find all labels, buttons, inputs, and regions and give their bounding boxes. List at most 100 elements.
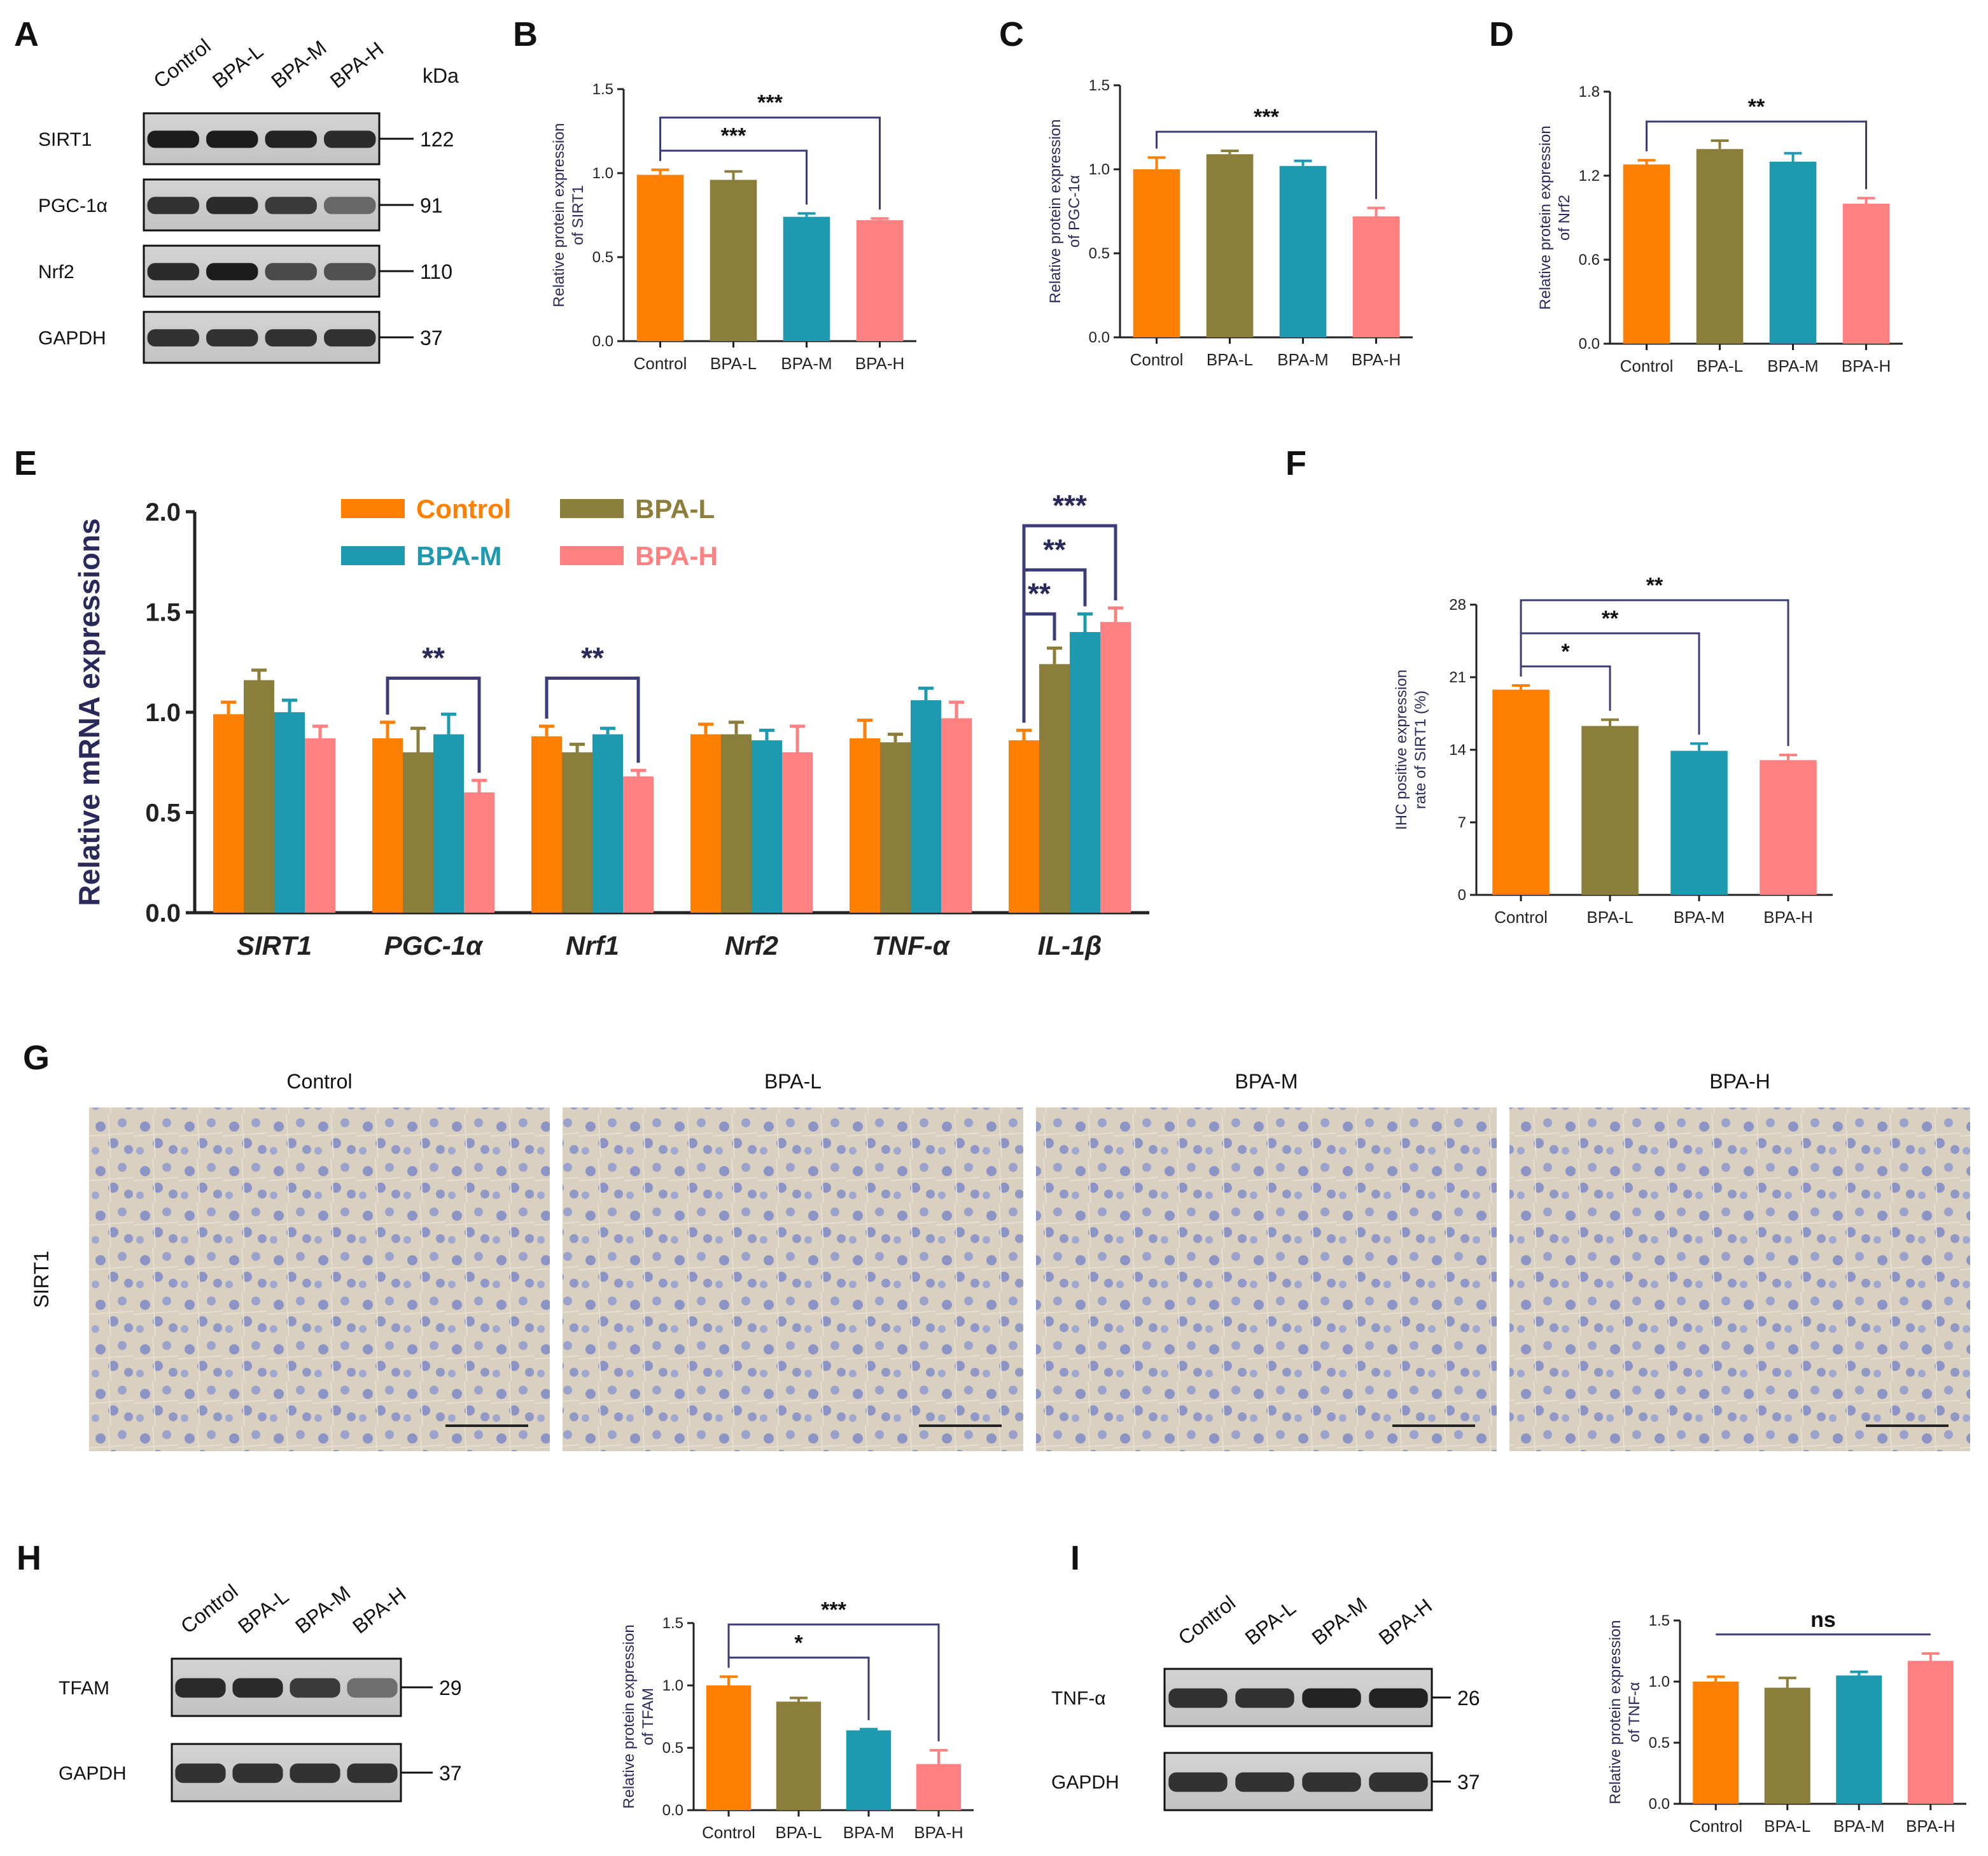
x-tick-label: BPA-H [914,1823,963,1842]
y-axis-label-line: IHC positive expression [1393,670,1410,830]
blot-band [324,329,376,347]
legend-swatch-control [341,499,405,518]
y-axis-label: Relative protein expression of TFAM [620,1624,657,1809]
blot-band [265,130,317,148]
significance-label: *** [1053,489,1087,522]
blot-band [232,1678,283,1698]
ihc-title: Control [286,1070,352,1093]
chart-d: 0.0 0.6 1.2 1.8 Control BPA-L BPA-M BPA-H Relati… [1537,83,1903,376]
band-label: TNF-α [1051,1688,1106,1709]
bar-bpa-h [1842,204,1890,344]
bar-bpa-l [1581,726,1639,895]
blot-band [147,329,199,347]
kda-value: 37 [1457,1771,1480,1794]
bar-bpa-l [1696,149,1744,344]
y-tick-label: 1.5 [662,1615,683,1632]
significance-label: *** [721,124,746,148]
bar-bpa-h [1100,622,1131,913]
significance-bracket [1022,524,1117,723]
panel-label-d: D [1489,15,1514,53]
y-axis-label: Relative protein expression of SIRT1 [550,123,587,307]
blot-band [147,263,199,281]
bar-control [1133,169,1180,337]
blot-band [1235,1772,1294,1792]
x-tick-label: Control [702,1823,755,1842]
kda-value: 29 [439,1677,462,1699]
significance-bracket [1520,599,1789,747]
significance-label: ** [1646,573,1663,598]
blot-band [347,1763,398,1783]
lane-label: BPA-L [234,1585,293,1638]
bar-control [531,736,562,913]
y-axis-label-line: Relative protein expression [1047,119,1064,304]
y-tick-label: 0.5 [592,249,613,266]
x-tick-label: BPA-M [1767,356,1818,376]
bar-bpa-l [880,742,911,913]
y-tick-label: 1.0 [145,699,181,727]
y-tick-label: 2.0 [145,498,181,526]
bar-bpa-h [623,776,654,913]
blot-band [290,1763,340,1783]
blot-band [206,329,258,347]
band-label: GAPDH [1051,1772,1119,1793]
significance-bracket [727,1623,940,1741]
lane-label: Control [1174,1591,1240,1650]
kda-value: 110 [420,260,452,283]
significance-label: * [1561,640,1570,664]
lane-label: BPA-H [1375,1594,1436,1649]
significance-label: ** [1602,607,1619,631]
y-tick-label: 0.0 [662,1802,683,1819]
significance-label: ** [422,641,445,674]
bar-bpa-l [710,179,757,341]
x-tick-label: BPA-H [855,354,905,373]
y-tick-label: 0.0 [1649,1796,1670,1813]
significance-label: ** [1748,95,1765,119]
bar-control [690,734,721,913]
y-tick-label: 0.5 [145,799,181,827]
x-tick-label: BPA-L [775,1823,822,1842]
lane-label: BPA-M [291,1581,354,1638]
y-tick-label: 1.5 [592,81,613,98]
ihc-image [1509,1107,1970,1451]
blot-band [175,1763,226,1783]
bar-bpa-h [464,792,494,913]
y-axis-label-line: of Nrf2 [1556,195,1573,241]
y-tick-label: 0 [1458,887,1466,904]
y-tick-label: 1.0 [1649,1673,1670,1691]
bar-control [213,714,244,913]
chart-h: 0.0 0.5 1.0 1.5 Control BPA-L BPA-M BPA-H Relati… [620,1598,974,1842]
blot-band [324,197,376,214]
x-tick-label: BPA-M [1674,908,1725,927]
bar-bpa-m [1670,750,1728,895]
blot-band [206,130,258,148]
y-tick-label: 1.0 [1089,161,1110,178]
x-tick-label: BPA-H [1842,356,1891,376]
panel-label-g: G [23,1039,50,1077]
legend-label-control: Control [416,494,511,524]
panel-label-h: H [17,1539,41,1577]
x-tick-label: BPA-H [1763,908,1813,927]
y-axis-label-line: Relative protein expression [620,1624,638,1809]
bar-bpa-m [1836,1675,1882,1804]
blot-band [1168,1688,1228,1708]
y-tick-label: 7 [1458,814,1466,831]
bar-bpa-l [244,680,274,913]
x-tick-label: BPA-H [1906,1817,1956,1836]
bar-bpa-l [1764,1687,1810,1804]
y-axis-label-line: of TFAM [640,1688,657,1745]
y-tick-label: 21 [1449,669,1466,686]
significance-bracket [1156,130,1377,199]
blot-band [265,263,317,281]
y-tick-label: 1.5 [145,599,181,627]
lane-label: BPA-L [208,39,267,93]
bar-bpa-l [1039,664,1070,913]
bar-bpa-l [403,752,433,913]
kda-label: kDa [423,64,459,87]
blot-band [324,263,376,281]
lane-label: Control [176,1580,242,1638]
ihc-title: BPA-M [1235,1070,1298,1093]
x-tick-label: PGC-1α [384,931,484,960]
y-tick-label: 0.0 [1089,329,1110,346]
bar-control [1623,164,1670,344]
